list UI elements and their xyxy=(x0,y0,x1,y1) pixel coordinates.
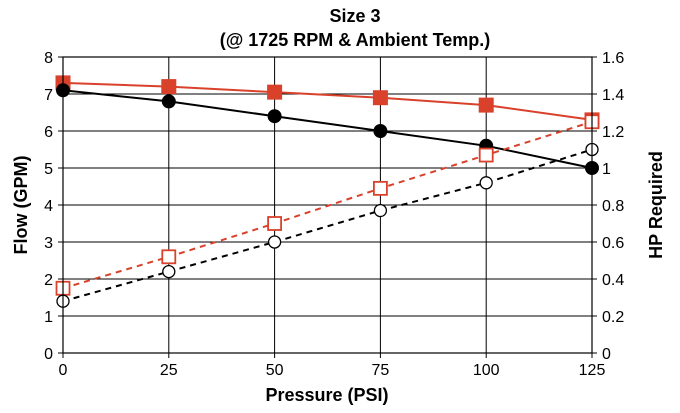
data-point xyxy=(479,176,493,190)
data-point xyxy=(372,180,388,196)
grid xyxy=(58,56,597,358)
y2-tick-label: 1.2 xyxy=(602,124,624,141)
series-line xyxy=(62,120,593,290)
chart-title-line-1: Size 3 xyxy=(329,6,380,26)
chart-title-line-2: (@ 1725 RPM & Ambient Temp.) xyxy=(220,30,491,50)
y-tick-label: 2 xyxy=(44,272,53,289)
tick-labels: 0 25 50 75 100 12501234567800.20.40.60.811.21… xyxy=(44,50,624,379)
x-tick-label: 25 xyxy=(160,362,178,379)
y-tick-label: 1 xyxy=(44,309,53,326)
y-tick-label: 3 xyxy=(44,235,53,252)
x-tick-label: 100 xyxy=(473,362,500,379)
data-point xyxy=(373,124,388,138)
data-point xyxy=(161,79,177,95)
data-point xyxy=(478,147,494,163)
y-tick-label: 7 xyxy=(44,87,53,104)
y-tick-label: 6 xyxy=(44,124,53,141)
series-line xyxy=(62,81,593,121)
x-tick-label: 75 xyxy=(372,362,390,379)
y2-tick-label: 0.6 xyxy=(602,235,624,252)
x-tick-label: 50 xyxy=(266,362,284,379)
y-axis-label: Flow (GPM) xyxy=(11,156,31,255)
y2-tick-label: 0 xyxy=(602,346,611,363)
y2-tick-label: 1.4 xyxy=(602,87,624,104)
series-3 xyxy=(56,142,599,308)
series-1 xyxy=(56,83,599,175)
y-tick-label: 5 xyxy=(44,161,53,178)
y2-tick-label: 1 xyxy=(602,161,611,178)
data-point xyxy=(267,216,283,231)
data-point xyxy=(161,94,176,109)
data-point xyxy=(267,109,282,124)
y-tick-label: 8 xyxy=(44,50,53,67)
data-point xyxy=(161,249,177,265)
series-line xyxy=(62,148,593,303)
y-tick-label: 0 xyxy=(44,346,53,363)
data-point xyxy=(267,235,282,249)
x-axis-label: Pressure (PSI) xyxy=(265,385,388,405)
y2-tick-label: 1.6 xyxy=(602,50,624,67)
data-point xyxy=(372,90,388,106)
data-point xyxy=(162,264,176,279)
x-tick-label: 125 xyxy=(579,362,606,379)
data-point xyxy=(373,203,388,218)
y2-tick-label: 0.4 xyxy=(602,272,624,289)
data-point xyxy=(267,84,283,100)
data-point xyxy=(478,97,494,113)
y2-tick-label: 0.8 xyxy=(602,198,624,215)
y2-axis-label: HP Required xyxy=(646,151,666,259)
series-line xyxy=(62,89,593,169)
plot-frame xyxy=(62,56,593,354)
series-0 xyxy=(55,75,600,128)
series-layer xyxy=(55,75,600,308)
y-tick-label: 4 xyxy=(44,198,53,215)
x-tick-label: 0 xyxy=(59,362,68,379)
y2-tick-label: 0.2 xyxy=(602,309,624,326)
